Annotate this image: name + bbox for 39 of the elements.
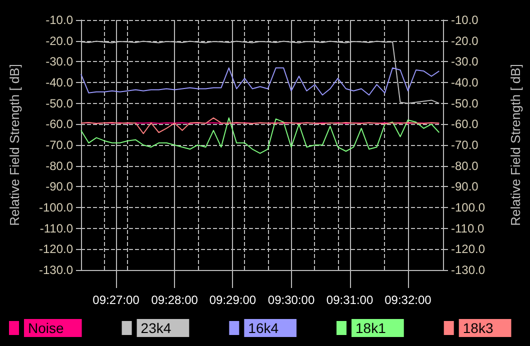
x-tick-label: 09:29:00 [209,293,256,307]
y2-tick-label: -120.0 [451,242,486,256]
y-tick-label: -120.0 [38,242,74,256]
y-tick-label: -90.0 [46,180,74,194]
y-tick-label: -70.0 [46,138,74,152]
y2-tick-label: -40.0 [451,76,479,90]
y2-tick-label: -50.0 [451,96,479,110]
y-tick-label: -30.0 [46,54,74,69]
legend-label: 18k1 [356,320,386,336]
y-axis-title: Relative Field Strength [ dB] [7,64,22,226]
y-tick-label: -40.0 [46,76,74,90]
x-tick-label: 09:32:00 [384,293,432,307]
y2-tick-label: -70.0 [451,138,479,152]
y2-axis-title: Relative Field Strength [ dB] [508,64,523,226]
x-tick-label: 09:27:00 [92,293,140,307]
y-tick-label: -80.0 [46,158,74,173]
legend-label: 23k4 [140,320,172,336]
y2-tick-label: -60.0 [451,117,479,132]
y-tick-label: -20.0 [46,34,74,48]
y-tick-label: -100.0 [38,200,74,214]
y2-tick-label: -80.0 [451,158,479,173]
x-tick-label: 09:30:00 [268,293,315,307]
y-tick-label: -50.0 [46,96,74,110]
legend-label: 18k3 [462,320,494,336]
y-tick-label: -110.0 [40,221,74,236]
y2-tick-label: -110.0 [451,221,484,236]
y2-tick-label: -30.0 [451,54,479,69]
y-tick-label: -10.0 [46,13,74,27]
y-tick-label: -60.0 [46,117,74,132]
y2-tick-label: -100.0 [451,200,486,214]
legend-label: Noise [28,320,64,336]
y-tick-label: -130.0 [38,263,74,277]
x-tick-label: 09:31:00 [326,293,374,307]
legend-label: 16k4 [248,320,279,336]
y2-tick-label: -20.0 [451,34,479,48]
y2-tick-label: -130.0 [451,263,486,277]
y2-tick-label: -90.0 [451,180,479,194]
y2-tick-label: -10.0 [451,13,479,27]
x-tick-label: 09:28:00 [151,293,198,307]
